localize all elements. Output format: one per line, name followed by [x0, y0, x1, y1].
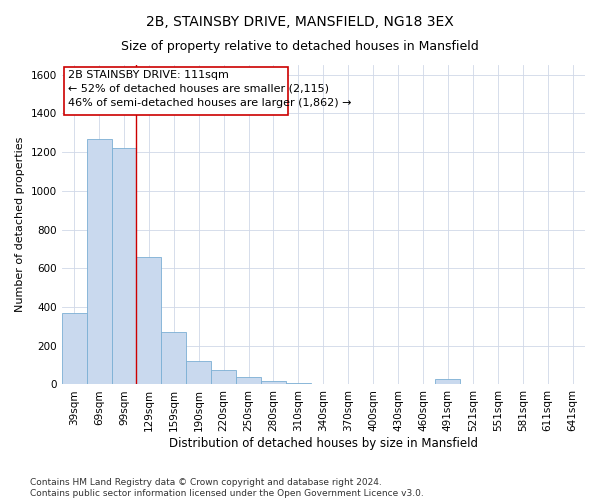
Bar [161, 332, 186, 384]
Bar [286, 382, 311, 384]
X-axis label: Distribution of detached houses by size in Mansfield: Distribution of detached houses by size … [169, 437, 478, 450]
Text: 2B, STAINSBY DRIVE, MANSFIELD, NG18 3EX: 2B, STAINSBY DRIVE, MANSFIELD, NG18 3EX [146, 15, 454, 29]
FancyBboxPatch shape [64, 67, 289, 116]
Text: Contains HM Land Registry data © Crown copyright and database right 2024.
Contai: Contains HM Land Registry data © Crown c… [30, 478, 424, 498]
Text: 2B STAINSBY DRIVE: 111sqm
← 52% of detached houses are smaller (2,115)
46% of se: 2B STAINSBY DRIVE: 111sqm ← 52% of detac… [68, 70, 352, 108]
Text: Size of property relative to detached houses in Mansfield: Size of property relative to detached ho… [121, 40, 479, 53]
Bar [261, 380, 286, 384]
Bar [62, 313, 86, 384]
Bar [186, 361, 211, 384]
Y-axis label: Number of detached properties: Number of detached properties [15, 137, 25, 312]
Bar [211, 370, 236, 384]
Bar [112, 148, 136, 384]
Bar [436, 378, 460, 384]
Bar [136, 256, 161, 384]
Bar [236, 376, 261, 384]
Bar [86, 138, 112, 384]
